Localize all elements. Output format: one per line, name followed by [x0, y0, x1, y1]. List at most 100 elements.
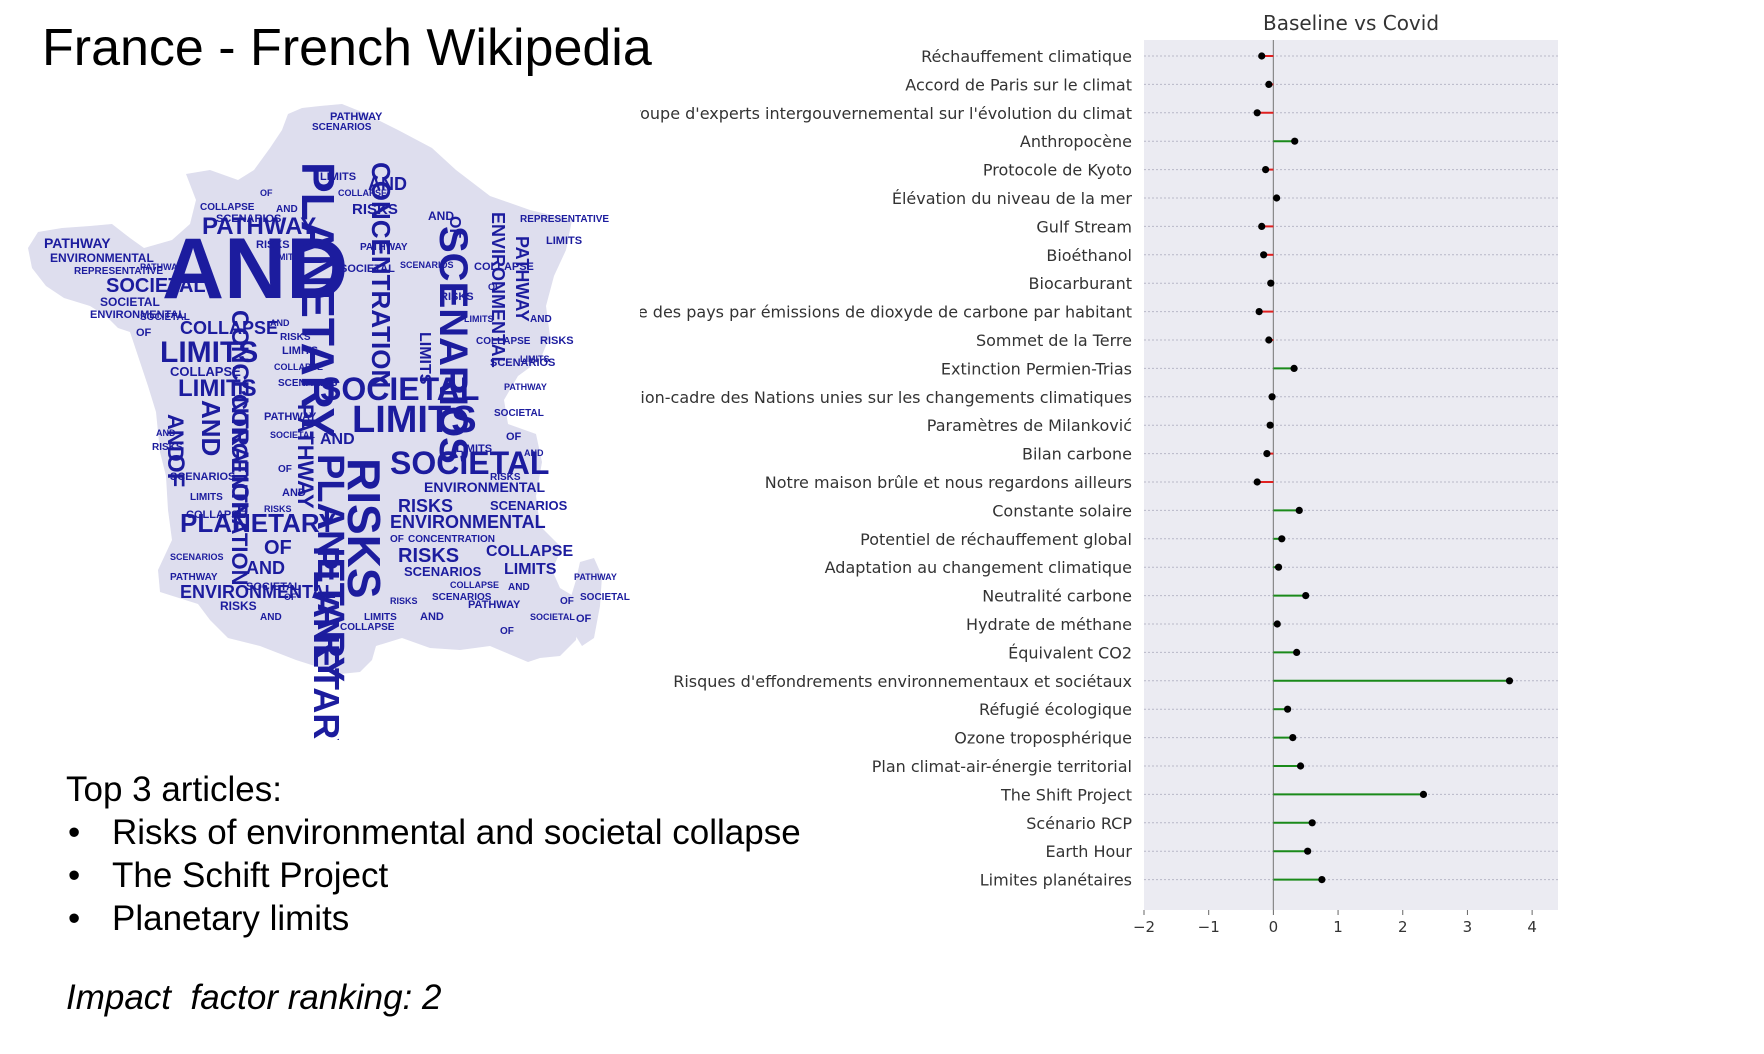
- category-label: Adaptation au changement climatique: [825, 558, 1132, 577]
- word-cloud-word: LIMITS: [456, 443, 492, 455]
- category-label: Notre maison brûle et nous regardons ail…: [765, 473, 1132, 492]
- x-tick-label: 1: [1333, 918, 1343, 936]
- word-cloud-word: PATHWAY: [512, 236, 532, 322]
- word-cloud-word: AND: [420, 611, 444, 623]
- word-cloud-word: LIMITS: [178, 375, 257, 402]
- word-cloud-word: LIMITS: [160, 336, 258, 369]
- value-dot: [1291, 137, 1299, 145]
- word-cloud-word: LIMITS: [546, 235, 582, 247]
- category-label: Protocole de Kyoto: [983, 161, 1132, 180]
- word-cloud-word: OF: [264, 537, 292, 559]
- category-label: Bioéthanol: [1046, 246, 1132, 265]
- word-cloud-word: SCENARIOS: [432, 592, 492, 603]
- bullet-icon: •: [68, 856, 81, 895]
- word-cloud-word: SOCIETAL: [530, 612, 575, 622]
- word-cloud-word: PATHWAY: [504, 382, 547, 392]
- word-cloud-word: LIMITS: [520, 354, 550, 364]
- category-label: Liste des pays par émissions de dioxyde …: [640, 303, 1132, 322]
- value-dot: [1260, 251, 1268, 259]
- category-label: Gulf Stream: [1036, 217, 1132, 236]
- word-cloud-word: PLANETARY: [306, 546, 347, 740]
- word-cloud-word: SOCIETAL: [580, 592, 630, 603]
- word-cloud-word: SOCIETAL: [270, 430, 315, 440]
- word-cloud-word: OF: [136, 327, 152, 339]
- value-dot: [1304, 847, 1312, 855]
- word-cloud-word: AND: [508, 582, 530, 593]
- word-cloud-word: RISKS: [490, 472, 521, 483]
- word-cloud-word: AND: [530, 314, 552, 325]
- top-article-item: • Risks of environmental and societal col…: [66, 811, 801, 854]
- word-cloud-word: OF: [576, 613, 592, 625]
- word-cloud-word: LIMITS: [504, 561, 557, 578]
- word-cloud-word: PLANETARY: [292, 162, 344, 438]
- word-cloud-word: SCENARIOS: [431, 226, 475, 464]
- word-cloud-word: RISKS: [152, 442, 183, 453]
- category-label: Hydrate de méthane: [966, 615, 1132, 634]
- word-cloud-word: CONCENTRATION: [226, 310, 253, 519]
- value-dot: [1273, 194, 1281, 202]
- word-cloud-word: SCENARIOS: [490, 357, 555, 369]
- word-cloud-word: PATHWAY: [360, 242, 408, 253]
- word-cloud-word: AND: [276, 204, 298, 215]
- word-cloud-word: RISKS: [256, 239, 290, 251]
- top-article-label: Planetary limits: [112, 899, 350, 938]
- word-cloud-word: SOCIETAL: [494, 408, 544, 419]
- word-cloud-word: LIMITS: [364, 612, 397, 623]
- word-cloud-word: SOCIETAL: [106, 275, 206, 297]
- category-label: Convention-cadre des Nations unies sur l…: [640, 388, 1132, 407]
- bullet-icon: •: [68, 813, 81, 852]
- category-label: Potentiel de réchauffement global: [860, 530, 1132, 549]
- word-cloud-word: ENVIRONMENTAL: [390, 512, 546, 532]
- word-cloud-word: PATHWAY: [170, 572, 218, 583]
- value-dot: [1289, 734, 1297, 742]
- word-cloud-word: RISKS: [398, 545, 459, 567]
- word-cloud-word: AND: [270, 318, 290, 328]
- x-tick-label: −1: [1198, 918, 1220, 936]
- value-dot: [1268, 393, 1276, 401]
- top-article-label: The Schift Project: [112, 856, 389, 895]
- value-dot: [1265, 80, 1273, 88]
- value-dot: [1290, 364, 1298, 372]
- word-cloud-word: OF: [260, 188, 273, 198]
- value-dot: [1308, 819, 1316, 827]
- word-cloud-word: AND: [282, 487, 306, 499]
- word-cloud-word: SOCIETAL: [390, 445, 549, 481]
- word-cloud-word: ENVIRONMENTAL: [180, 582, 336, 602]
- word-cloud-word: OF: [500, 626, 514, 637]
- top-articles: Top 3 articles: • Risks of environmental …: [66, 768, 801, 940]
- word-cloud-word: ENVIRONMENTAL: [50, 251, 154, 265]
- value-dot: [1253, 109, 1261, 117]
- word-cloud-word: AND: [163, 414, 188, 462]
- word-cloud-word: COLLAPSE: [486, 543, 573, 560]
- word-cloud-word: LIMITS: [416, 332, 433, 385]
- word-cloud-word: OF: [390, 534, 404, 545]
- word-cloud-word: PATHWAY: [44, 235, 111, 251]
- top-article-label: Risks of environmental and societal coll…: [112, 813, 801, 852]
- word-cloud-word: OF: [560, 596, 574, 607]
- word-cloud-word: PATHWAY: [330, 111, 383, 123]
- value-dot: [1273, 620, 1281, 628]
- x-tick-label: −2: [1133, 918, 1155, 936]
- word-cloud-word: PATHWAY: [202, 213, 316, 240]
- value-dot: [1266, 421, 1274, 429]
- word-cloud-word: RISKS: [540, 335, 574, 347]
- word-cloud-word: REPRESENTATIVE: [520, 214, 609, 225]
- word-cloud-word: ENVIRONMENTAL: [90, 309, 185, 321]
- word-cloud-word: SOCIETAL: [140, 312, 190, 323]
- category-label: Anthropocène: [1020, 132, 1132, 151]
- word-cloud-word: SOCIETAL: [100, 295, 160, 309]
- x-tick-label: 3: [1463, 918, 1473, 936]
- word-cloud-word: RISKS: [390, 596, 418, 606]
- category-label: Sommet de la Terre: [976, 331, 1132, 350]
- x-tick-label: 0: [1269, 918, 1279, 936]
- word-cloud-word: AND: [428, 209, 454, 223]
- word-cloud-word: SCENARIOS: [490, 498, 568, 513]
- word-cloud-word: LIMITS: [282, 345, 318, 357]
- word-cloud-word: PATHWAY: [574, 572, 617, 582]
- baseline-vs-covid-chart: Baseline vs Covid Réchauffement climatiqu…: [640, 11, 1558, 936]
- france-silhouette: [28, 104, 580, 674]
- category-label: Biocarburant: [1029, 274, 1132, 293]
- top-articles-list: • Risks of environmental and societal col…: [66, 811, 801, 940]
- word-cloud-word: COLLAPSE: [170, 364, 241, 379]
